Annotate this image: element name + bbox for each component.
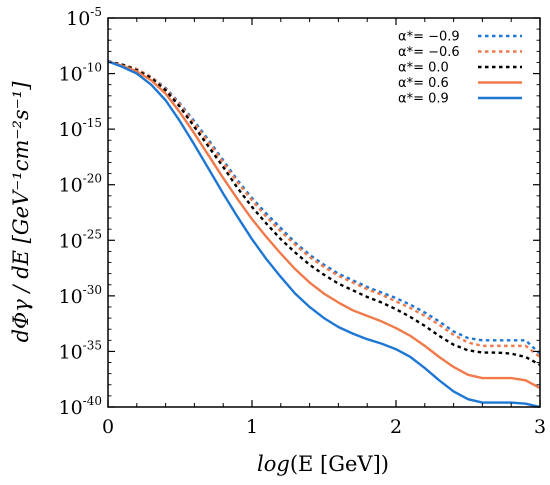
x-tick-label: 0 [102,416,114,438]
y-tick-label: 10-40 [58,394,102,419]
y-tick-label: 10-15 [58,116,102,141]
x-axis-title: log(E [GeV]) [257,452,389,476]
y-tick-label: 10-25 [58,227,102,252]
y-tick-label: 10-35 [58,338,102,363]
series-line-3 [107,60,541,390]
y-tick-label: 10-5 [66,5,102,30]
legend-label: α*= −0.6 [398,45,460,60]
x-axis-title-rest: (E [GeV]) [290,452,389,476]
plot-frame [107,17,541,408]
series-line-4 [107,60,541,409]
legend-label: α*= 0.6 [398,76,449,91]
y-axis-title: dΦγ / dE [GeV⁻¹cm⁻²s⁻¹] [9,81,33,343]
series-line-2 [107,60,541,366]
x-axis-title-italic: log [257,452,290,476]
axis-ticks: 0 1 2 3 10-5 10-10 10-15 10-20 10-25 10-30 10-35 10… [58,5,546,438]
legend-label: α*= 0.0 [398,61,449,76]
legend: α*= −0.9α*= −0.6α*= 0.0α*= 0.6α*= 0.9 [398,30,522,107]
series-lines [107,60,541,409]
legend-label: α*= 0.9 [398,92,449,107]
x-tick-label: 2 [390,416,402,438]
y-tick-label: 10-20 [58,172,102,197]
y-tick-label: 10-30 [58,283,102,308]
y-tick-label: 10-10 [58,61,102,86]
series-line-1 [107,60,541,358]
x-tick-label: 1 [246,416,258,438]
legend-label: α*= −0.9 [398,30,460,45]
x-tick-label: 3 [534,416,546,438]
series-line-0 [107,60,541,355]
